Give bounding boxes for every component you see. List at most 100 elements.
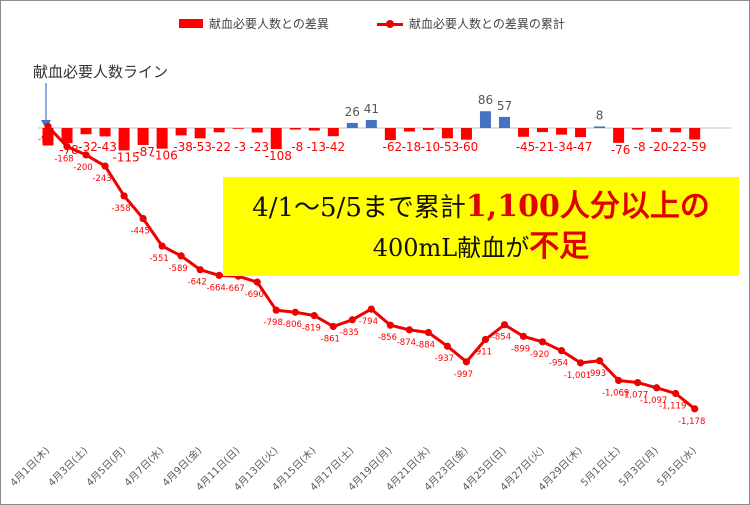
legend-bar-swatch xyxy=(179,19,203,28)
x-tick-label-16: 5月1日(土) xyxy=(578,444,623,489)
cumulative-point-10 xyxy=(215,271,223,279)
bar-label-31: -76 xyxy=(611,143,631,157)
cumulative-point-2 xyxy=(63,143,71,151)
cumulative-point-16 xyxy=(329,322,337,331)
cumulative-point-18 xyxy=(367,305,375,313)
bar-2 xyxy=(61,128,73,144)
cumulative-label-5: -358 xyxy=(111,204,130,214)
cumulative-point-14 xyxy=(291,308,299,316)
cumulative-label-1: -90 xyxy=(38,134,52,144)
bar-label-28: -34 xyxy=(554,140,574,154)
bar-label-15: -13 xyxy=(306,140,326,154)
cumulative-point-30 xyxy=(595,357,604,365)
cumulative-point-21 xyxy=(424,328,432,337)
cumulative-label-13: -798 xyxy=(264,318,283,328)
cumulative-label-10: -664 xyxy=(207,283,226,293)
bar-27 xyxy=(537,128,549,133)
bar-16 xyxy=(327,128,339,137)
cumulative-label-26: -899 xyxy=(511,344,530,354)
x-tick-label-1: 4月1日(木) xyxy=(8,445,52,489)
cumulative-label-6: -445 xyxy=(130,227,149,237)
cumulative-point-12 xyxy=(253,278,261,286)
cumulative-label-27: -920 xyxy=(530,350,549,360)
x-tick-label-2: 4月3日(土) xyxy=(45,444,90,489)
bar-32 xyxy=(632,128,644,130)
bar-21 xyxy=(422,128,434,130)
cumulative-label-14: -806 xyxy=(283,320,302,330)
legend-line-label: 献血必要人数との差異の累計 xyxy=(409,17,565,31)
cumulative-point-17 xyxy=(348,316,356,324)
cumulative-point-29 xyxy=(576,359,585,367)
cumulative-label-33: -1,097 xyxy=(640,396,667,406)
bar-29 xyxy=(575,128,587,138)
note-line-2-prefix: 400mL献血が xyxy=(372,234,530,262)
cumulative-point-34 xyxy=(672,389,680,398)
note-line-1: 4/1～5/5まで累計1,100人分以上の xyxy=(223,190,739,225)
bar-1 xyxy=(42,128,54,146)
bar-33 xyxy=(651,128,663,132)
cumulative-label-11: -667 xyxy=(226,284,245,294)
cumulative-label-21: -884 xyxy=(416,340,435,350)
bar-24 xyxy=(479,111,491,128)
cumulative-point-8 xyxy=(177,252,185,260)
bar-label-21: -10 xyxy=(421,140,441,154)
bar-label-11: -3 xyxy=(234,140,246,154)
cumulative-label-3: -200 xyxy=(73,163,92,173)
bar-label-4: -43 xyxy=(97,140,117,154)
bar-label-24: 86 xyxy=(478,93,493,107)
cumulative-label-15: -819 xyxy=(302,324,321,334)
bar-13 xyxy=(270,128,282,150)
cumulative-label-24: -911 xyxy=(473,347,492,357)
bar-31 xyxy=(613,128,625,143)
cumulative-point-31 xyxy=(615,376,623,385)
bar-14 xyxy=(289,128,301,130)
cumulative-label-31: -1,069 xyxy=(602,389,629,399)
bar-8 xyxy=(175,128,187,136)
bar-label-19: -62 xyxy=(383,140,403,154)
cumulative-label-34: -1,119 xyxy=(659,401,686,411)
legend-line-swatch xyxy=(377,18,403,30)
bar-9 xyxy=(194,128,206,139)
bar-10 xyxy=(213,128,225,133)
cumulative-point-15 xyxy=(310,312,318,320)
cumulative-point-7 xyxy=(158,242,166,250)
bar-label-20: -18 xyxy=(402,140,422,154)
x-tick-label-18: 5月5日(水) xyxy=(655,445,699,489)
cumulative-label-2: -168 xyxy=(54,155,73,165)
bar-3 xyxy=(80,128,92,135)
bar-11 xyxy=(232,128,244,129)
bar-34 xyxy=(670,128,682,133)
x-tick-label-4: 4月7日(水) xyxy=(122,445,166,489)
bar-30 xyxy=(594,126,606,128)
x-tick-label-17: 5月3日(月) xyxy=(617,445,661,489)
cumulative-label-20: -874 xyxy=(397,338,416,348)
cumulative-point-22 xyxy=(443,342,452,350)
cumulative-label-35: -1,178 xyxy=(678,417,705,427)
legend-bar-label: 献血必要人数との差異 xyxy=(209,17,329,31)
bar-label-30: 8 xyxy=(596,108,604,122)
cumulative-point-26 xyxy=(519,332,528,340)
bar-label-13: -108 xyxy=(265,149,292,163)
cumulative-point-35 xyxy=(691,405,699,413)
bar-26 xyxy=(518,128,529,137)
bar-20 xyxy=(403,128,415,132)
bar-15 xyxy=(308,128,320,131)
cumulative-point-28 xyxy=(557,347,566,355)
cumulative-point-13 xyxy=(272,306,280,314)
cumulative-label-7: -551 xyxy=(149,254,168,264)
bar-28 xyxy=(556,128,568,135)
note-line-1-prefix: 4/1～5/5まで累計 xyxy=(252,193,466,223)
note-line-2-highlight: 不足 xyxy=(529,229,590,264)
bar-18 xyxy=(365,120,377,128)
cumulative-label-28: -954 xyxy=(549,359,568,369)
bar-label-35: -59 xyxy=(687,140,707,154)
bar-22 xyxy=(441,128,453,139)
bar-5 xyxy=(118,128,130,151)
cumulative-point-3 xyxy=(82,151,90,159)
bar-12 xyxy=(251,128,263,133)
cumulative-label-19: -856 xyxy=(378,333,397,343)
bar-19 xyxy=(384,128,396,141)
bar-label-17: 26 xyxy=(345,105,360,119)
